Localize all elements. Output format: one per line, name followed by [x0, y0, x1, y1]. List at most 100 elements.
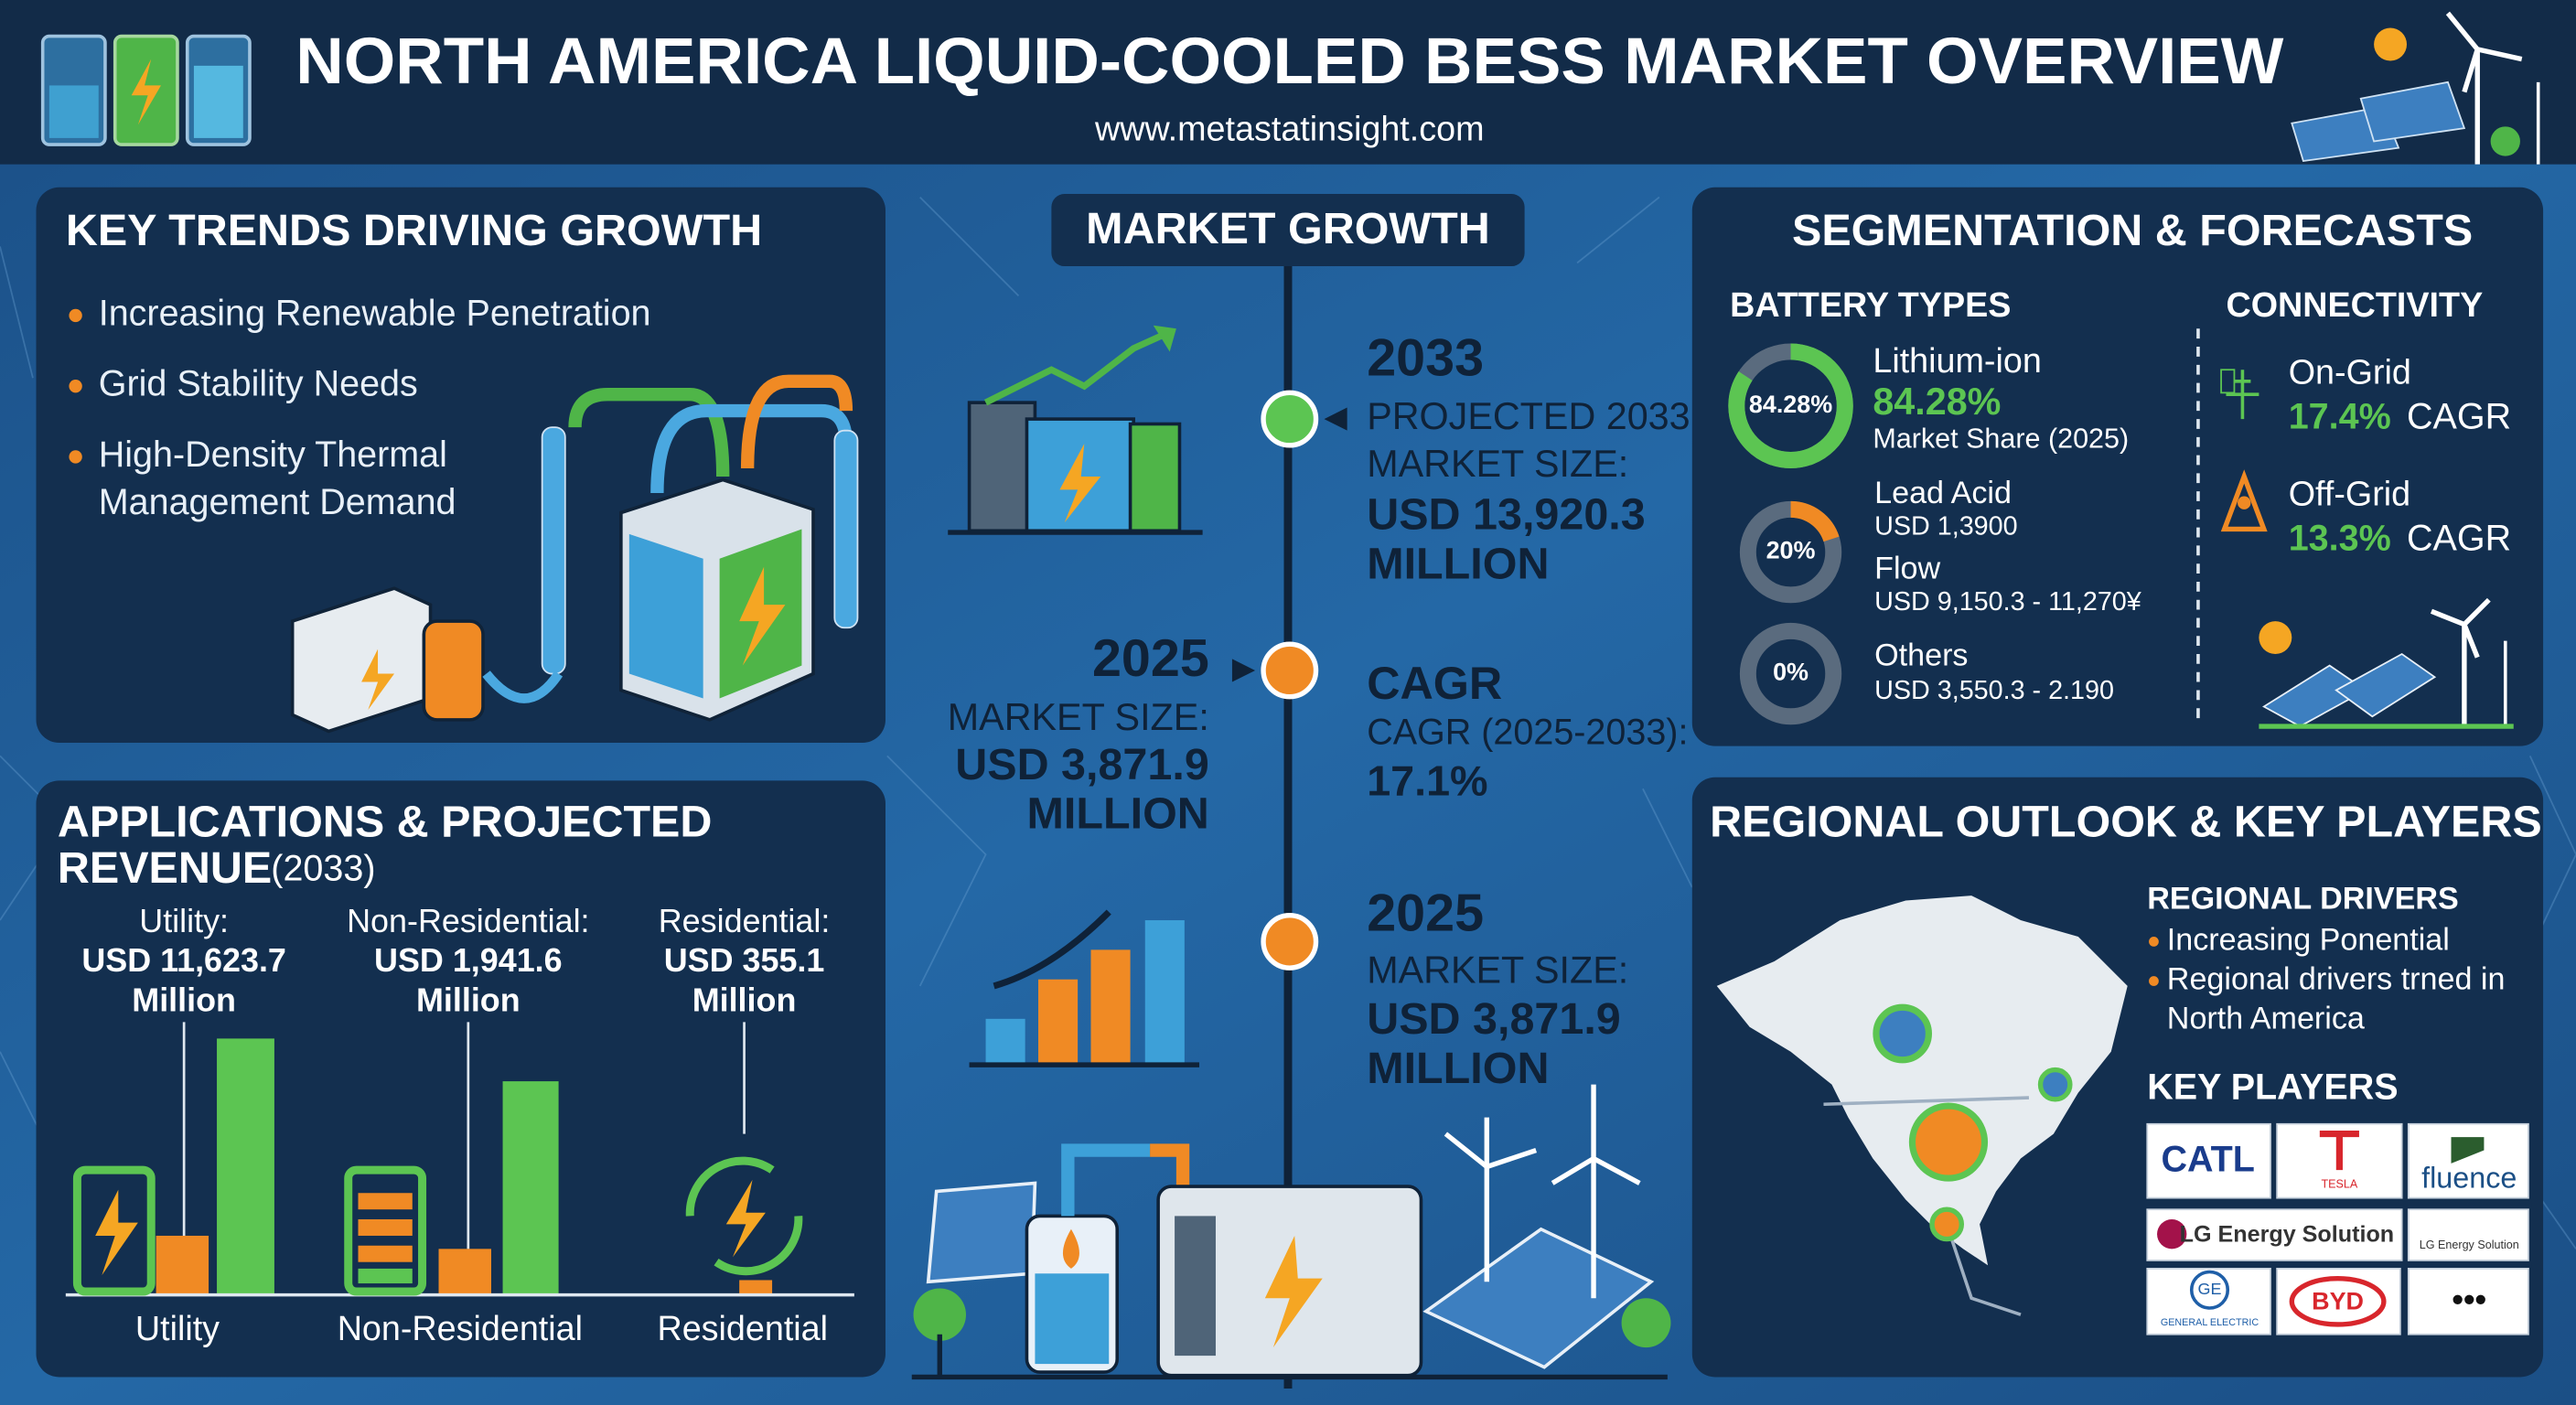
donut-label: 84.28%	[1749, 391, 1832, 418]
header-batteries-part	[193, 65, 243, 138]
application-bars-part	[217, 1038, 274, 1295]
segmentation-panel	[1691, 187, 2544, 746]
timeline-dots-part	[1261, 912, 1319, 971]
bullet	[69, 308, 82, 323]
player-logos-part	[2157, 1218, 2187, 1249]
energy-scene-part	[1061, 1143, 1151, 1217]
connectivity-icons-part	[2238, 496, 2251, 509]
axis-label: Non-Residential	[338, 1309, 583, 1347]
player-logo: CATL	[2162, 1140, 2255, 1180]
application-unit: Million	[416, 981, 521, 1018]
header-energy-icons-part	[2490, 126, 2520, 156]
north-america-map-part	[2037, 1067, 2073, 1102]
player-logos-part	[2451, 1137, 2485, 1164]
factory-icon-part	[1128, 422, 1182, 533]
battery-name: Others	[1874, 638, 1968, 673]
connectivity-icons-part	[2220, 469, 2268, 532]
battery-name: Lead Acid	[1874, 476, 2012, 510]
milestone-2025-b: 2025 MARKET SIZE: USD 3,871.9 MILLION	[1367, 885, 1628, 1094]
battery-illustration-part	[422, 619, 485, 722]
growth-chart-icon-part	[1038, 979, 1079, 1064]
panel-title: APPLICATIONS & PROJECTED	[58, 798, 713, 847]
section-title: BATTERY TYPES	[1730, 285, 2011, 324]
energy-scene-part	[913, 1288, 966, 1341]
factory-icon-part	[1059, 444, 1101, 523]
player-logo: fluence	[2421, 1161, 2517, 1194]
header-energy-icons-part	[2359, 80, 2466, 143]
player-logo: GENERAL ELECTRIC	[2161, 1317, 2259, 1328]
application-bars-part	[358, 1245, 413, 1262]
milestone-label: MARKET SIZE:	[1367, 949, 1628, 991]
battery-illustration-part	[568, 387, 730, 477]
battery-illustration-part	[628, 533, 703, 699]
battery-donuts: 84.28% 20% 0%	[1728, 343, 1853, 725]
battery-illustration	[290, 374, 859, 734]
application-value: USD 11,623.7	[81, 941, 286, 979]
milestone-value: MILLION	[1027, 789, 1209, 839]
player-logos-part	[2407, 1267, 2529, 1335]
application-unit: Million	[132, 981, 236, 1018]
renewables-icon	[2259, 597, 2514, 729]
battery-illustration-part	[650, 403, 853, 493]
application-value: USD 355.1	[664, 941, 825, 979]
trend-item: Management Demand	[99, 482, 456, 522]
application-bars-part	[685, 1156, 775, 1217]
factory-icon-part	[1153, 325, 1176, 352]
growth-chart-icon-part	[1144, 920, 1185, 1064]
driver-item: Increasing Ponential	[2167, 922, 2450, 957]
player-logos-part	[2146, 1122, 2271, 1199]
renewables-icon-part	[2430, 597, 2491, 659]
battery-note: USD 1,3900	[1874, 511, 2017, 541]
connectivity-unit: CAGR	[2407, 518, 2511, 558]
milestone-year: 2025	[1367, 885, 1484, 943]
timeline-dots-part	[1231, 659, 1256, 682]
milestone-year: 2025	[1092, 629, 1209, 688]
cagr-label: CAGR (2025-2033):	[1367, 712, 1688, 752]
application-bars-part	[438, 1249, 491, 1295]
connectivity-unit: CAGR	[2407, 397, 2511, 437]
header-batteries	[40, 34, 252, 146]
bullet	[2149, 976, 2159, 986]
panel-title: REVENUE	[58, 843, 272, 893]
panel-title-note: (2033)	[271, 849, 375, 889]
energy-scene	[911, 1084, 1671, 1380]
battery-note: USD 9,150.3 - 11,270¥	[1874, 587, 2142, 617]
battery-illustration-part	[361, 649, 395, 711]
energy-scene-part	[1035, 1273, 1110, 1365]
application-label: Residential:	[659, 902, 831, 939]
application-value: USD 1,941.6	[374, 941, 563, 979]
player-logos-part	[2407, 1122, 2529, 1199]
connectivity-icons	[2220, 369, 2268, 532]
connectivity-name: Off-Grid	[2289, 475, 2410, 513]
donut-track	[1739, 622, 1842, 725]
energy-scene-part	[1621, 1298, 1671, 1348]
trend-item: High-Density Thermal	[99, 434, 447, 475]
donut-label: 20%	[1766, 537, 1816, 564]
page-title: NORTH AMERICA LIQUID-COOLED BESS MARKET …	[295, 25, 2283, 98]
header-band	[0, 0, 2576, 165]
timeline-dots	[1231, 390, 1347, 971]
driver-list: Increasing Ponential Regional drivers trn…	[2149, 922, 2506, 1036]
timeline-dots-part	[1261, 390, 1319, 448]
milestone-year: 2033	[1367, 328, 1484, 387]
factory-icon	[948, 325, 1203, 535]
player-logo: LG Energy Solution	[2420, 1239, 2519, 1251]
header-batteries-part	[48, 85, 99, 138]
panel-title: REGIONAL OUTLOOK & KEY PLAYERS	[1710, 798, 2542, 847]
energy-scene-part	[1062, 1228, 1079, 1269]
growth-chart-icon-part	[1090, 949, 1131, 1064]
panel-title: MARKET GROWTH	[1086, 204, 1490, 253]
growth-chart-icon-part	[985, 1018, 1025, 1064]
battery-illustration-part	[739, 566, 786, 666]
driver-item: Regional drivers trned in	[2167, 962, 2506, 997]
trend-item: Increasing Renewable Penetration	[99, 293, 651, 333]
connectivity-name: On-Grid	[2289, 353, 2411, 391]
player-logos	[2146, 1122, 2529, 1335]
milestone-label: MARKET SIZE:	[948, 696, 1209, 738]
player-logos-part	[2146, 1208, 2403, 1261]
cagr-value: 17.1%	[1367, 756, 1487, 804]
milestone-value: USD 13,920.3	[1367, 490, 1646, 540]
renewables-icon-part	[2259, 621, 2292, 655]
timeline-title-box	[1051, 193, 1525, 267]
battery-illustration-part	[482, 670, 564, 703]
